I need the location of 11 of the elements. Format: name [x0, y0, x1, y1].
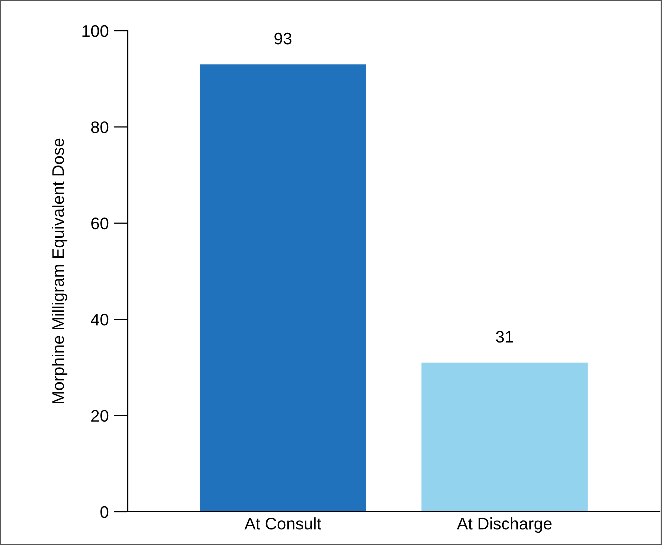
y-tick-label: 20	[92, 410, 109, 422]
y-tick-label: 40	[91, 314, 109, 326]
y-axis-title: Morphine Milligram Equivalent Dose	[52, 138, 68, 404]
y-tick-label: 100	[82, 25, 109, 38]
y-tick-label: 60	[92, 218, 109, 230]
y-tick-label: 80	[91, 122, 109, 134]
data-label: 93	[274, 32, 292, 45]
x-tick-label: At Consult	[244, 518, 322, 530]
y-tick-label: 0	[100, 506, 109, 518]
x-tick-label: At Discharge	[457, 518, 552, 534]
data-label: 31	[496, 331, 514, 343]
